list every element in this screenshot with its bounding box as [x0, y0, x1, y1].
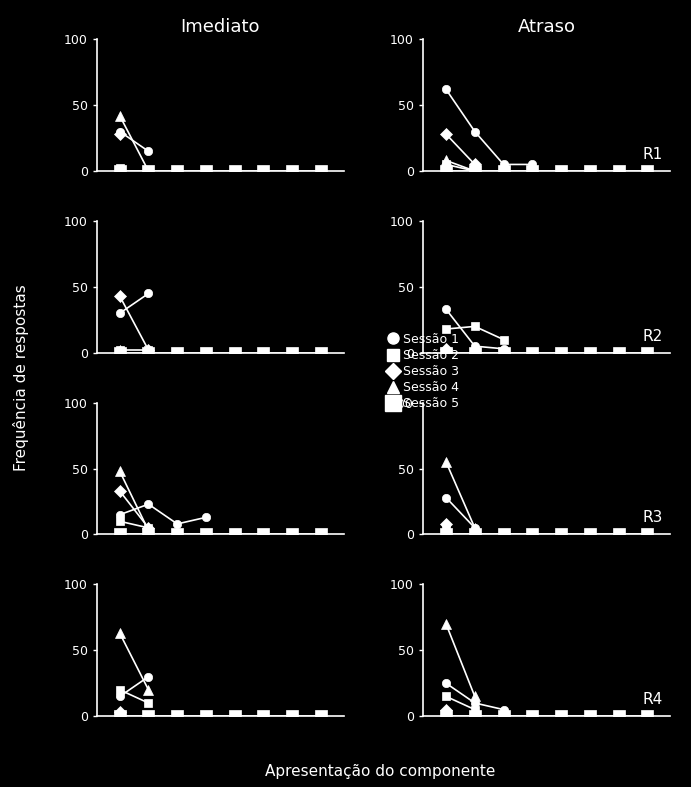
Legend: Sessão 1, Sessão 2, Sessão 3, Sessão 4, Sessão 5: Sessão 1, Sessão 2, Sessão 3, Sessão 4, … — [393, 333, 460, 410]
Text: R3: R3 — [643, 510, 663, 525]
Title: Imediato: Imediato — [180, 18, 260, 36]
Text: R4: R4 — [643, 692, 663, 707]
Title: Atraso: Atraso — [518, 18, 576, 36]
Text: Frequência de respostas: Frequência de respostas — [12, 284, 29, 471]
Text: R2: R2 — [643, 328, 663, 343]
Text: R1: R1 — [643, 147, 663, 162]
Text: Apresentação do componente: Apresentação do componente — [265, 763, 495, 779]
